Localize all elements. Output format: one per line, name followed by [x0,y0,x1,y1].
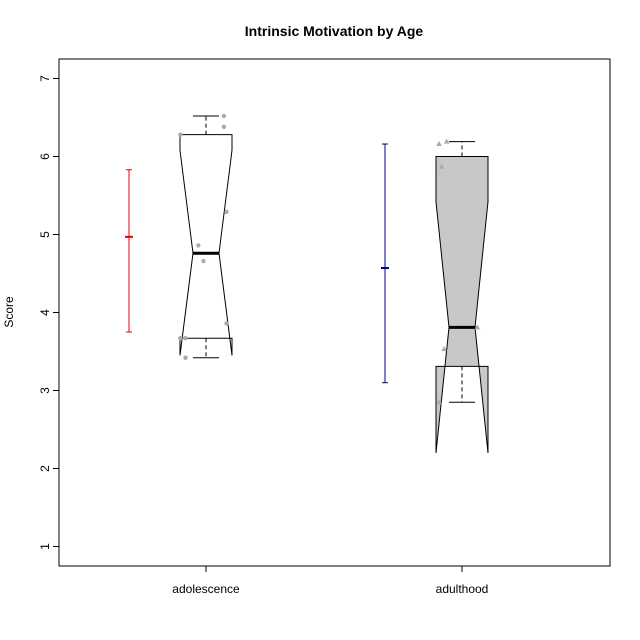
y-tick-label: 4 [38,309,52,316]
data-point [221,113,227,119]
y-tick-label: 6 [38,153,52,160]
data-point [221,124,227,130]
y-tick-label: 7 [38,75,52,82]
y-tick-label: 5 [38,231,52,238]
plot-layer: 1 2 3 4 5 6 7 adolescence adulthood [38,75,489,596]
chart-title: Intrinsic Motivation by Age [245,23,424,39]
data-point [441,346,447,352]
box-adulthood [435,156,489,453]
y-axis-label: Score [2,296,16,328]
x-tick-label: adolescence [172,582,240,596]
data-point [183,336,188,341]
data-point [178,336,183,341]
data-point [474,324,481,330]
data-point [224,209,229,215]
data-point [178,132,183,137]
data-point [443,138,450,144]
data-point [201,258,206,264]
y-tick-label: 1 [38,543,52,550]
box-adolescence [179,134,233,356]
data-point [183,355,188,360]
data-point [196,243,201,248]
y-tick-label: 2 [38,465,52,472]
plot-frame [58,58,611,567]
x-tick-label: adulthood [436,582,489,596]
data-point [436,141,442,147]
y-tick-label: 3 [38,387,52,394]
data-point [438,163,445,169]
data-point [224,321,229,326]
data-point [436,399,442,405]
